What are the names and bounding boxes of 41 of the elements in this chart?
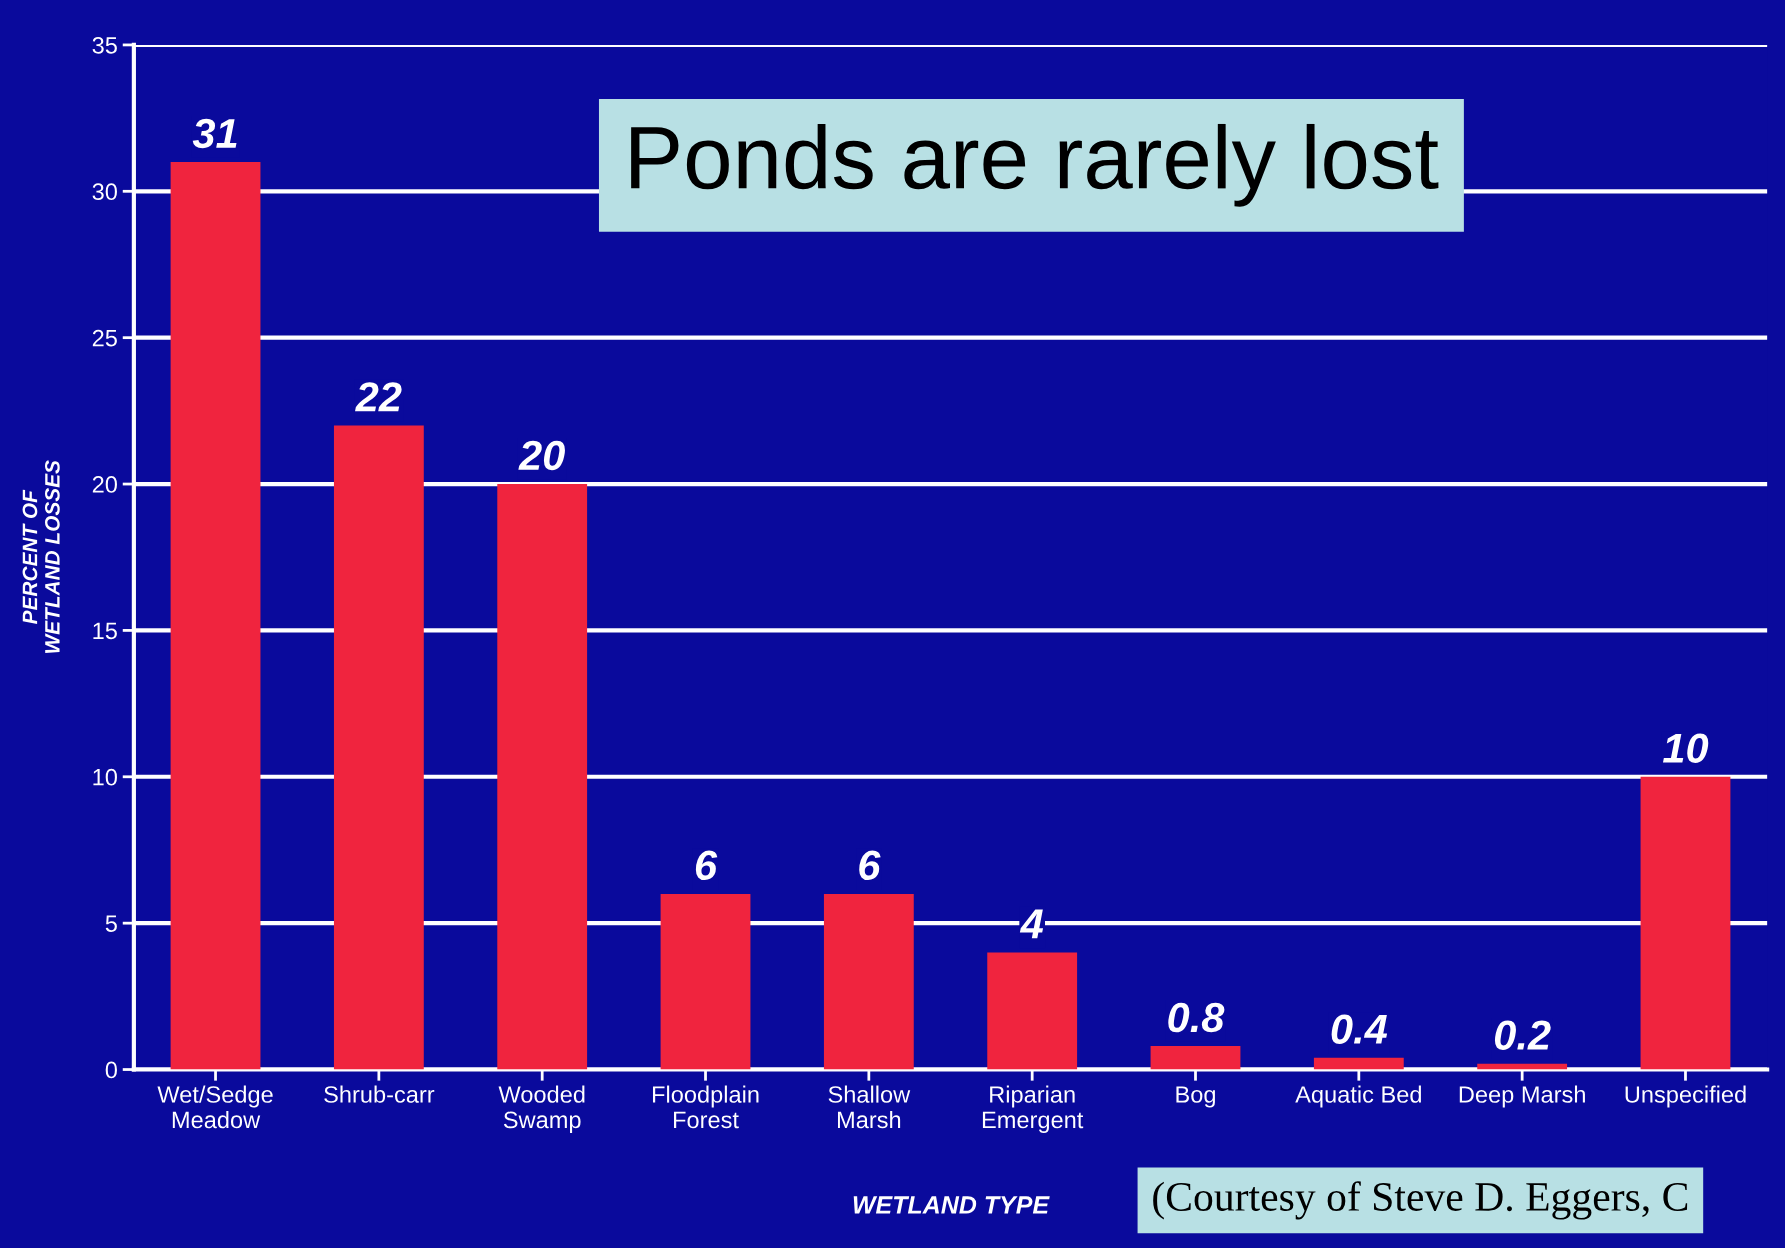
y-tick-label: 20: [92, 476, 117, 493]
y-tick-label: 10: [93, 768, 117, 786]
data-label: 4: [1019, 909, 1044, 939]
x-axis-title: WETLAND TYPE: [853, 1196, 1050, 1214]
data-label: 6: [695, 850, 718, 881]
data-label: 6: [859, 850, 881, 881]
data-label: 0.4: [1331, 1014, 1388, 1045]
x-tick-label: Aquatic Bed: [1295, 1085, 1421, 1108]
x-tick-label: Deep Marsh: [1459, 1085, 1585, 1108]
bar: [497, 484, 588, 1070]
x-tick-label: Wooded Swamp: [498, 1085, 585, 1133]
bar: [333, 425, 424, 1070]
x-tick-label: Bog: [1176, 1086, 1215, 1108]
x-tick-label: Floodplain Forest: [652, 1085, 759, 1129]
x-tick-label: Shrub-carr: [324, 1085, 435, 1103]
x-tick-label: Shallow Marsh: [828, 1085, 911, 1129]
x-tick-label: Wet/Sedge Meadow: [157, 1085, 273, 1129]
y-tick-label: 15: [93, 622, 117, 640]
bar: [823, 893, 914, 1070]
y-tick-label: 5: [105, 915, 117, 932]
bar: [1313, 1057, 1404, 1070]
y-tick-label: 25: [92, 329, 117, 347]
x-tick-label: Unspecified: [1625, 1085, 1746, 1108]
bar: [1640, 776, 1731, 1070]
y-axis-title: PERCENT OF WETLAND LOSSES: [22, 460, 60, 653]
bar: [987, 952, 1078, 1070]
bar: [1150, 1046, 1241, 1070]
data-label: 0.8: [1168, 1002, 1225, 1033]
data-label: 31: [192, 118, 237, 149]
y-tick-label: 30: [92, 183, 117, 201]
data-label: 0.2: [1494, 1020, 1551, 1050]
x-tick-label: Riparian Emergent: [982, 1085, 1084, 1133]
text: (Courtesy of Steve D. Eggers, C: [1153, 1181, 1688, 1220]
data-label: 10: [1662, 733, 1709, 763]
text: Ponds are rarely lost: [631, 123, 1439, 207]
bar: [170, 162, 261, 1070]
y-tick-label: 0: [105, 1061, 117, 1079]
bar: [660, 893, 751, 1070]
data-label: 22: [355, 382, 402, 412]
data-label: 20: [518, 440, 565, 471]
y-tick-label: 35: [92, 37, 117, 54]
